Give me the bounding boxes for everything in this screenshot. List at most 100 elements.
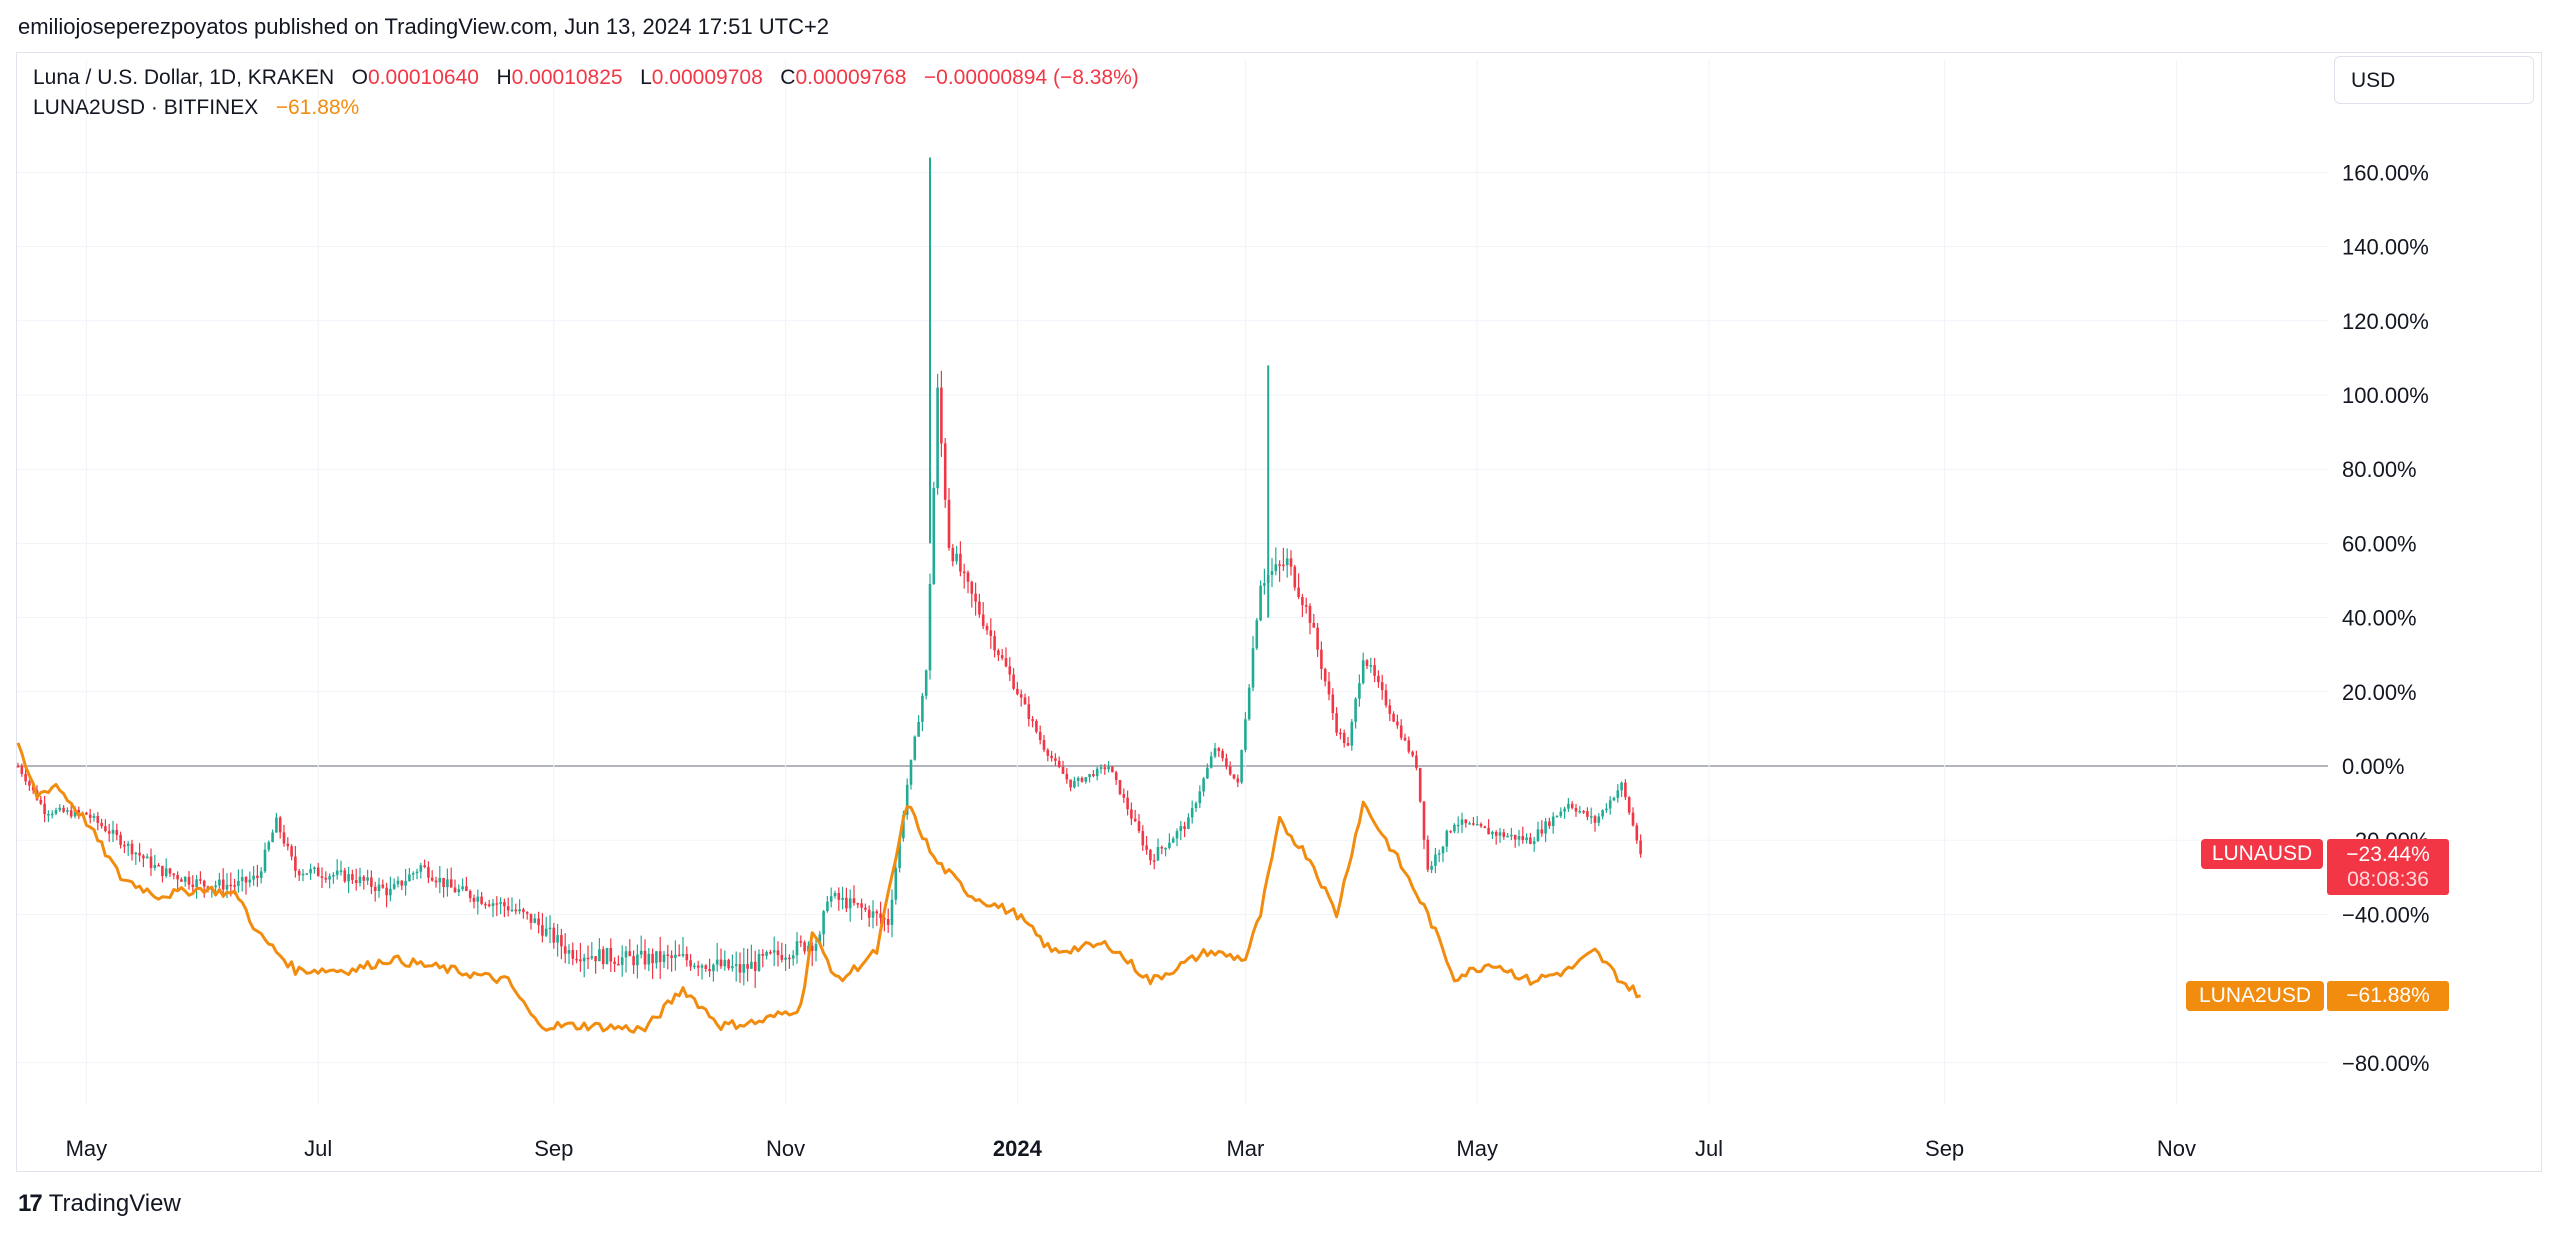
candle-body bbox=[324, 877, 328, 880]
luna2usd-value-tag: −61.88% bbox=[2327, 981, 2449, 1011]
y-tick-label: 160.00% bbox=[2342, 160, 2429, 185]
candle-body bbox=[1301, 597, 1304, 606]
candle-body bbox=[1175, 831, 1179, 839]
candle-body bbox=[636, 954, 639, 966]
candle-body bbox=[1289, 558, 1293, 567]
x-tick-label: May bbox=[66, 1136, 108, 1161]
candle-body bbox=[757, 953, 761, 971]
candle-body bbox=[955, 553, 958, 562]
candle-body bbox=[1464, 819, 1468, 824]
y-tick-label: −80.00% bbox=[2342, 1051, 2429, 1076]
candle-body bbox=[1312, 622, 1316, 628]
candle-body bbox=[1635, 825, 1639, 841]
compare-symbol-legend[interactable]: LUNA2USD · BITFINEX −61.88% bbox=[33, 96, 359, 120]
candle-body bbox=[613, 961, 616, 964]
candle-body bbox=[396, 880, 400, 885]
candle-body bbox=[712, 964, 715, 972]
candle-body bbox=[966, 572, 970, 582]
candle-body bbox=[632, 956, 635, 966]
candle-body bbox=[662, 954, 666, 963]
candle-body bbox=[541, 925, 544, 936]
candle-body bbox=[647, 953, 651, 965]
y-tick-label: 100.00% bbox=[2342, 383, 2429, 408]
candle-body bbox=[1380, 682, 1384, 691]
candle-body bbox=[810, 945, 814, 951]
candle-body bbox=[924, 670, 928, 696]
y-tick-label: 80.00% bbox=[2342, 457, 2417, 482]
candle-body bbox=[1559, 811, 1563, 816]
candle-body bbox=[1016, 688, 1019, 695]
candle-body bbox=[313, 867, 316, 870]
candle-body bbox=[852, 898, 856, 904]
candle-body bbox=[715, 959, 719, 965]
candle-body bbox=[1498, 832, 1502, 836]
currency-button[interactable]: USD bbox=[2334, 56, 2534, 104]
candle-body bbox=[446, 879, 449, 888]
candle-body bbox=[408, 874, 411, 882]
candle-body bbox=[932, 488, 936, 585]
y-tick-label: 0.00% bbox=[2342, 754, 2404, 779]
candle-body bbox=[1548, 821, 1551, 827]
candle-body bbox=[1365, 660, 1369, 666]
candle-body bbox=[1213, 748, 1217, 757]
high-label: H bbox=[496, 66, 512, 89]
candle-body bbox=[1388, 705, 1392, 714]
candle-body bbox=[1350, 721, 1354, 746]
candle-body bbox=[1126, 797, 1129, 810]
candle-body bbox=[1084, 777, 1088, 782]
close-value: 0.00009768 bbox=[795, 66, 907, 89]
candle-body bbox=[104, 826, 107, 832]
candle-body bbox=[1346, 743, 1350, 746]
candle-body bbox=[1206, 767, 1209, 779]
candle-body bbox=[544, 928, 548, 936]
candle-body bbox=[1399, 725, 1403, 738]
candle-body bbox=[400, 880, 404, 886]
candle-body bbox=[484, 903, 487, 906]
candle-body bbox=[20, 766, 24, 774]
y-tick-label: 20.00% bbox=[2342, 680, 2417, 705]
x-tick-label: Sep bbox=[1925, 1136, 1964, 1161]
candle-body bbox=[1377, 675, 1380, 683]
candle-body bbox=[1506, 835, 1509, 838]
candle-body bbox=[1608, 800, 1612, 809]
lunausd-countdown: 08:08:36 bbox=[2347, 868, 2429, 891]
candle-body bbox=[168, 868, 172, 874]
candle-body bbox=[818, 934, 822, 944]
candle-body bbox=[1361, 660, 1365, 684]
footer-brand[interactable]: 17 TradingView bbox=[18, 1190, 181, 1218]
candle-body bbox=[1107, 766, 1110, 770]
candle-body bbox=[1202, 778, 1205, 792]
candle-body bbox=[115, 829, 119, 835]
main-symbol-name: Luna / U.S. Dollar, 1D, KRAKEN bbox=[33, 66, 335, 89]
candle-body bbox=[290, 846, 293, 857]
candle-body bbox=[503, 902, 506, 907]
candle-body bbox=[237, 881, 240, 886]
published-info: emiliojoseperezpoyatos published on Trad… bbox=[18, 14, 830, 39]
y-tick-label: 120.00% bbox=[2342, 309, 2429, 334]
compare-change-value: −61.88% bbox=[275, 96, 360, 119]
lunausd-value: −23.44% bbox=[2346, 843, 2430, 866]
candle-body bbox=[1513, 834, 1517, 840]
candle-body bbox=[320, 876, 324, 878]
candle-body bbox=[107, 831, 111, 834]
candle-body bbox=[1468, 823, 1471, 825]
compare-symbol-name: LUNA2USD · BITFINEX bbox=[33, 96, 259, 119]
candle-body bbox=[1320, 649, 1323, 669]
candle-body bbox=[1019, 694, 1023, 698]
luna2usd-name-tag: LUNA2USD bbox=[2186, 981, 2324, 1011]
candle-body bbox=[727, 959, 730, 969]
candle-body bbox=[1491, 832, 1494, 835]
candle-body bbox=[510, 909, 514, 912]
candle-body bbox=[537, 918, 540, 926]
candle-body bbox=[381, 884, 385, 888]
candle-body bbox=[1164, 847, 1167, 850]
main-symbol-legend[interactable]: Luna / U.S. Dollar, 1D, KRAKEN O0.000106… bbox=[33, 66, 1139, 90]
candle-body bbox=[575, 958, 578, 961]
candle-body bbox=[392, 884, 396, 889]
candle-body bbox=[609, 947, 613, 962]
x-tick-label: 2024 bbox=[993, 1136, 1043, 1161]
candle-body bbox=[1415, 755, 1418, 768]
candle-body bbox=[1232, 774, 1236, 779]
candle-body bbox=[1582, 811, 1585, 813]
